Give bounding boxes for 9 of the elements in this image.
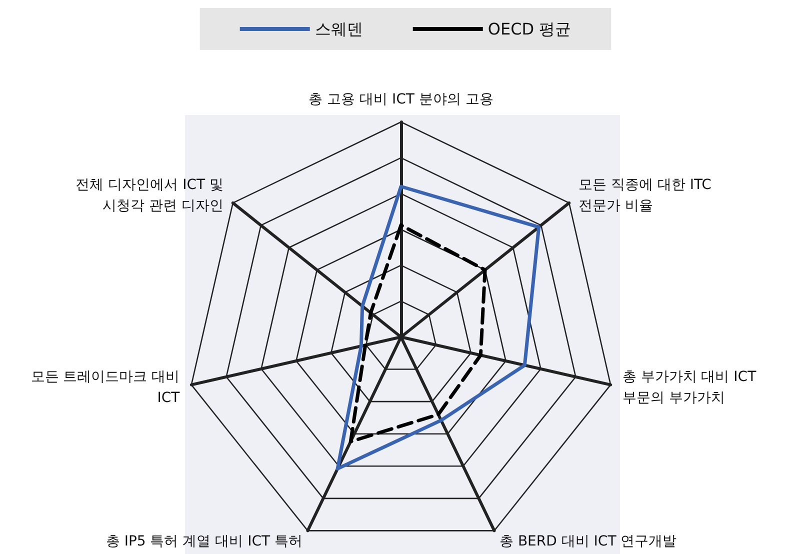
spoke-label: 모든 직종에 대한 ITC 전문가 비율 <box>578 176 712 214</box>
spoke-label: 모든 트레이드마크 대비 ICT <box>30 369 180 406</box>
spoke-label: 총 BERD 대비 ICT 연구개발 <box>499 534 677 550</box>
spoke-label: 총 고용 대비 ICT 분야의 고용 <box>308 92 494 108</box>
spoke-label: 총 IP5 특허 계열 대비 ICT 특허 <box>106 534 303 550</box>
legend-label: 스웨덴 <box>314 20 363 38</box>
legend-label: OECD 평균 <box>488 20 572 38</box>
spoke-label: 총 부가가치 대비 ICT 부문의 부가가치 <box>622 369 757 406</box>
spoke-label: 전체 디자인에서 ICT 및 시청각 관련 디자인 <box>76 176 224 214</box>
